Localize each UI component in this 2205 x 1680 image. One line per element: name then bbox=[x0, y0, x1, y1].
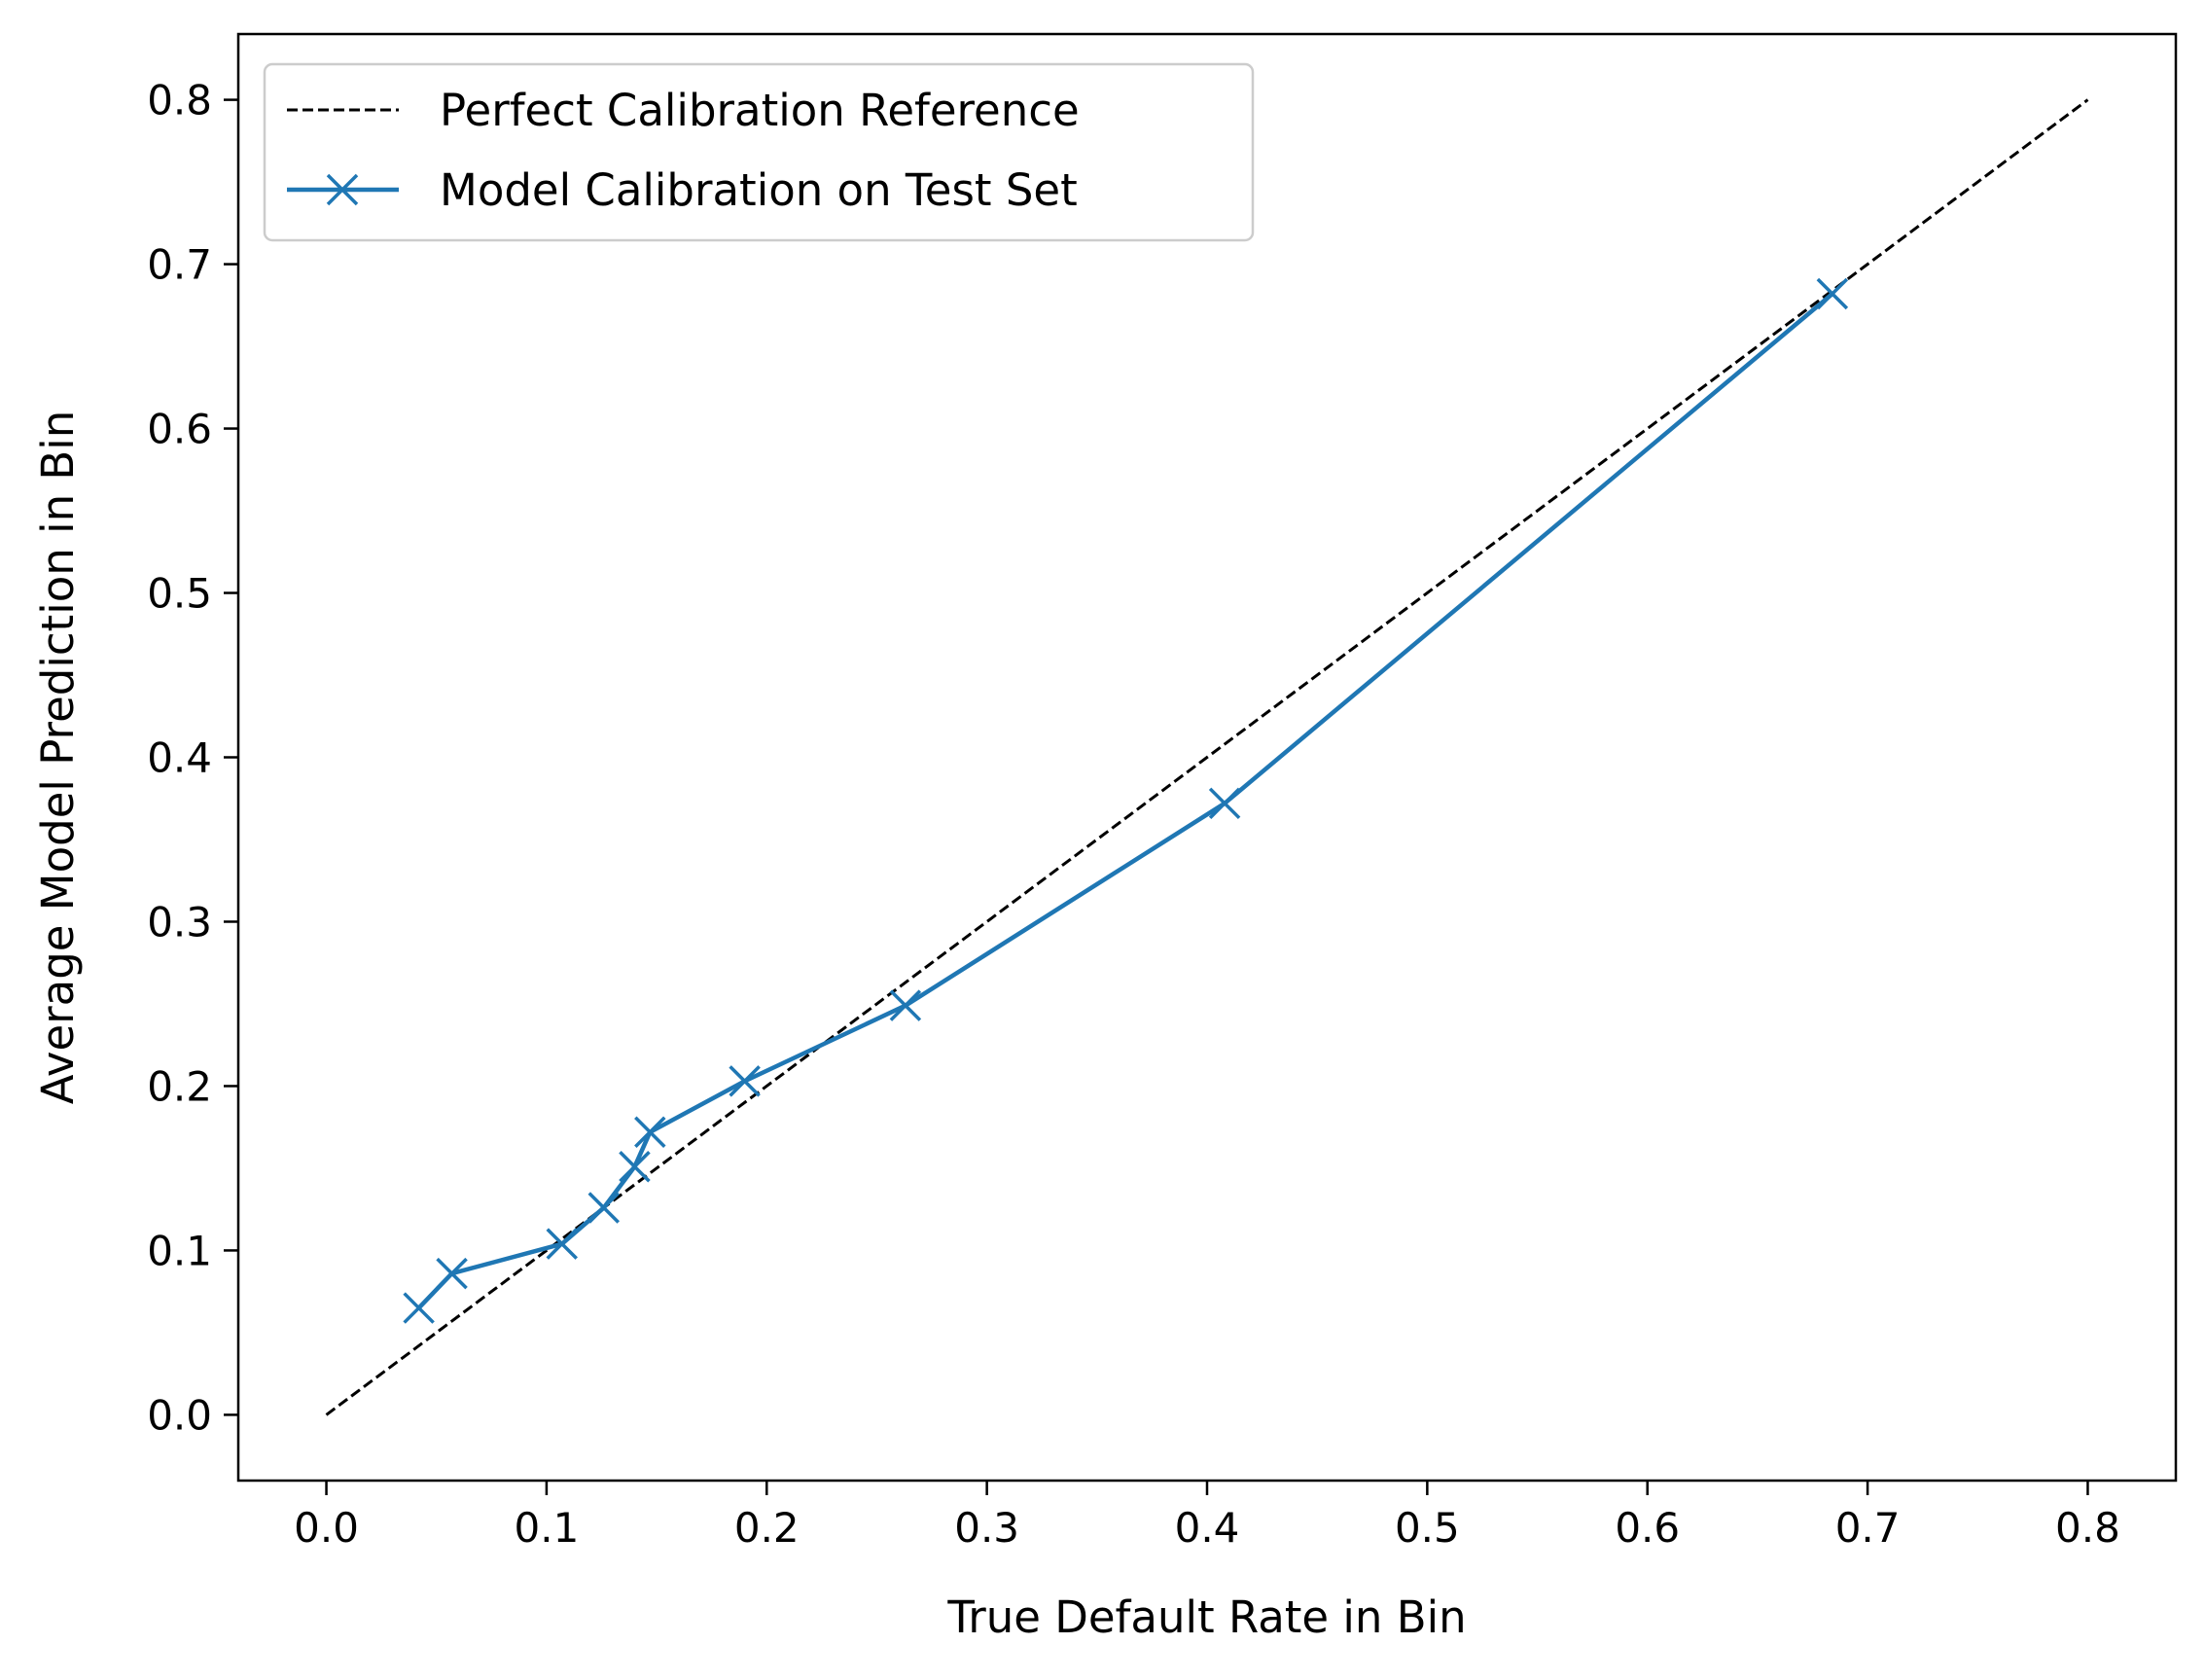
y-tick-label: 0.2 bbox=[147, 1062, 212, 1110]
data-point-marker bbox=[729, 1065, 761, 1097]
data-point-marker bbox=[1816, 277, 1849, 310]
x-axis-title: True Default Rate in Bin bbox=[946, 1591, 1466, 1643]
data-point-marker bbox=[619, 1151, 651, 1183]
legend: Perfect Calibration Reference Model Calib… bbox=[263, 62, 1255, 242]
x-tick-label: 0.2 bbox=[734, 1504, 800, 1552]
x-tick-label: 0.6 bbox=[1615, 1504, 1680, 1552]
data-point-marker bbox=[634, 1116, 666, 1149]
y-tick-label: 0.3 bbox=[147, 898, 212, 946]
y-tick-label: 0.6 bbox=[147, 406, 212, 453]
data-point-marker bbox=[436, 1257, 468, 1290]
plot-area bbox=[325, 98, 2089, 1416]
x-tick-label: 0.5 bbox=[1395, 1504, 1460, 1552]
series-layer bbox=[325, 98, 2089, 1416]
y-tick-label: 0.8 bbox=[147, 77, 212, 125]
legend-label: Model Calibration on Test Set bbox=[440, 164, 1078, 216]
y-tick-label: 0.0 bbox=[147, 1391, 212, 1439]
legend-box bbox=[263, 62, 1255, 242]
y-tick-label: 0.5 bbox=[147, 570, 212, 618]
y-tick-label: 0.7 bbox=[147, 241, 212, 289]
x-tick-label: 0.4 bbox=[1175, 1504, 1240, 1552]
legend-label: Perfect Calibration Reference bbox=[440, 85, 1080, 136]
y-axis-title: Average Model Prediction in Bin bbox=[32, 411, 84, 1105]
y-tick-label: 0.1 bbox=[147, 1227, 212, 1274]
data-point-marker bbox=[403, 1292, 435, 1324]
x-tick-label: 0.3 bbox=[954, 1504, 1019, 1552]
reference-line bbox=[325, 98, 2089, 1416]
y-axis: 0.0 0.1 0.2 0.3 0.4 0.5 0.6 0.7 0.8 bbox=[147, 77, 238, 1439]
data-point-marker bbox=[546, 1228, 578, 1260]
x-tick-label: 0.0 bbox=[294, 1504, 359, 1552]
x-tick-label: 0.8 bbox=[2055, 1504, 2120, 1552]
data-point-marker bbox=[1208, 787, 1241, 820]
legend-marker bbox=[326, 173, 359, 206]
data-point-marker bbox=[587, 1192, 621, 1224]
x-axis: 0.0 0.1 0.2 0.3 0.4 0.5 0.6 0.7 0.8 bbox=[294, 1481, 2120, 1552]
x-tick-label: 0.7 bbox=[1835, 1504, 1901, 1552]
model-calibration-line bbox=[416, 292, 1834, 1310]
y-tick-label: 0.4 bbox=[147, 734, 212, 782]
data-point-marker bbox=[889, 989, 922, 1021]
x-tick-label: 0.1 bbox=[515, 1504, 580, 1552]
